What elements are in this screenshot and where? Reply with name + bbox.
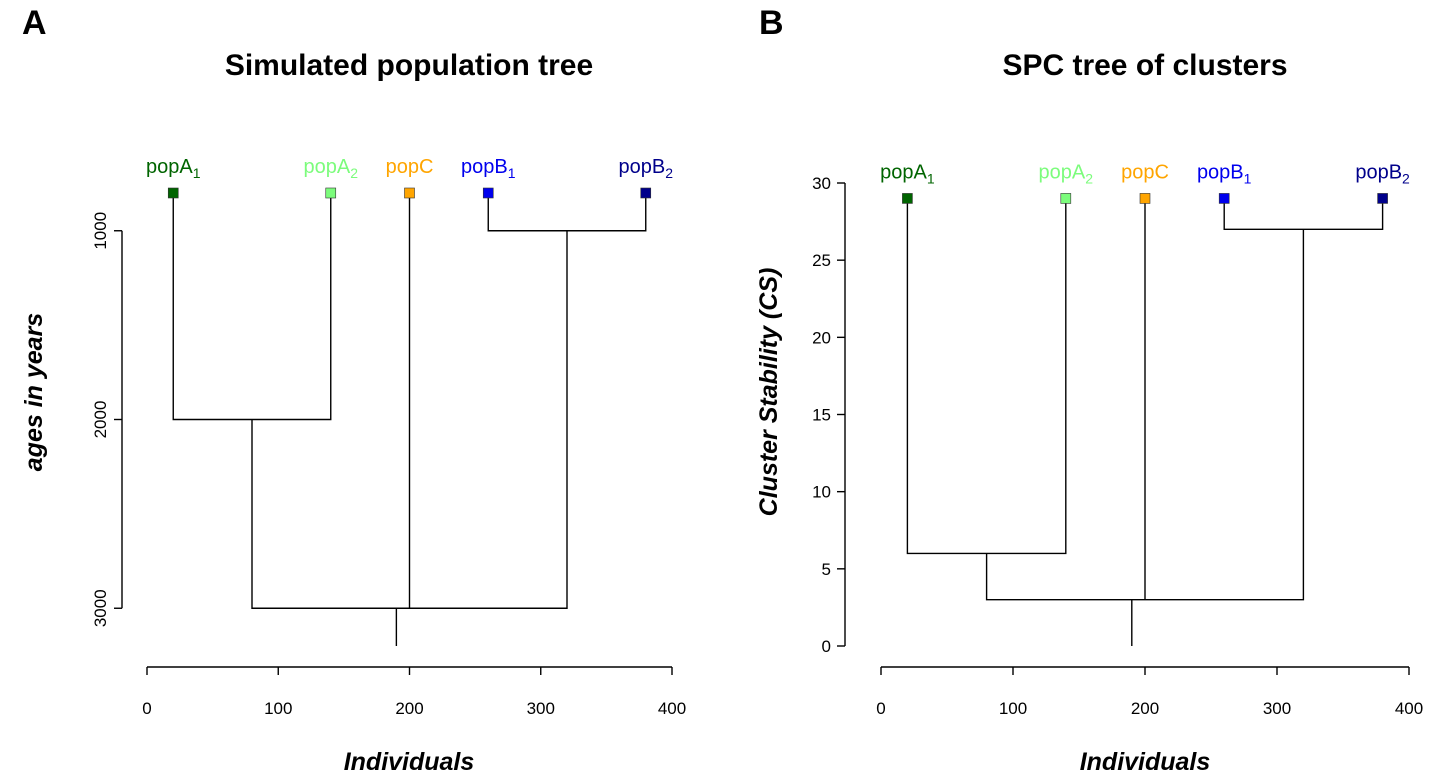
panel-a-leaf-marker — [404, 187, 415, 199]
panel-b-leaf-label: popA2 — [1039, 161, 1094, 186]
panel-a-leaf-label: popB1 — [461, 156, 516, 181]
panel-a-leaf-label: popA1 — [146, 156, 201, 181]
panel-a-merge-branch — [487, 193, 647, 232]
panel-a-merge-branch — [172, 193, 332, 421]
panel-b-leaf-marker — [1218, 193, 1230, 204]
panel-a-leaf-label: popB2 — [618, 156, 673, 181]
panel-b-title: SPC tree of clusters — [1002, 49, 1287, 82]
panel-a-x-tick-label: 200 — [395, 699, 423, 718]
panel-b-y-tick-label: 15 — [812, 406, 831, 425]
panel-b-x-tick-label: 100 — [999, 699, 1027, 718]
panel-a-leaf-label: popA2 — [303, 156, 358, 181]
panel-a-letter: A — [22, 4, 47, 42]
panel-b-x-axis-title: Individuals — [1080, 748, 1211, 776]
panel-b-letter: B — [759, 4, 784, 42]
panel-b-leaf-marker — [1377, 193, 1388, 204]
panel-b-y-tick-label: 10 — [812, 483, 831, 502]
panel-b-y-tick-label: 5 — [822, 560, 831, 579]
panel-a-leaf-marker — [325, 187, 337, 199]
panel-b-plot: 0 100 200 300 400 0 5 10 15 20 25 30 popA1 popA2 popC p… — [812, 161, 1423, 718]
panel-b-y-tick-label: 0 — [822, 637, 831, 656]
panel-b-leaf-label: popC — [1121, 161, 1169, 183]
panel-b-leaf-marker — [902, 193, 913, 204]
panel-a-leaf-marker — [640, 187, 652, 199]
panel-b-merge-branch — [1223, 198, 1384, 230]
panel-b-leaf-label: popB2 — [1355, 161, 1410, 186]
panel-b-merge-branch — [906, 198, 1067, 555]
panel-a-y-tick-label: 3000 — [91, 589, 110, 627]
panel-b-x-tick-label: 300 — [1263, 699, 1291, 718]
panel-b-leaf-label: popA1 — [880, 161, 935, 186]
panel-a-leaf-marker — [167, 187, 179, 199]
panel-a-x-tick-label: 0 — [142, 699, 151, 718]
panel-a-x-tick-label: 400 — [658, 699, 686, 718]
panel-b-y-tick-label: 20 — [812, 328, 831, 347]
panel-a-title: Simulated population tree — [225, 49, 593, 82]
panel-a-y-tick-label: 1000 — [91, 212, 110, 250]
panel-b-x-tick-label: 200 — [1131, 699, 1159, 718]
panel-a-leaf-label: popC — [386, 156, 434, 178]
panel-b-x-tick-label: 0 — [876, 699, 885, 718]
panel-b-leaf-label: popB1 — [1197, 161, 1252, 186]
panel-b-y-tick-label: 30 — [812, 174, 831, 193]
panel-a-x-tick-label: 100 — [264, 699, 292, 718]
panel-b-leaf-marker — [1139, 193, 1151, 204]
panel-b-leaf-marker — [1060, 193, 1072, 204]
panel-a-y-tick-label: 2000 — [91, 401, 110, 439]
panel-b-x-tick-label: 400 — [1395, 699, 1423, 718]
panel-a-leaf-marker — [482, 187, 494, 199]
panel-b-y-tick-label: 25 — [812, 251, 831, 270]
panel-a-plot: 0 100 200 300 400 1000 2000 3000 popA1 popA2 popC p… — [91, 156, 686, 718]
panel-a-y-axis-title: ages in years — [20, 313, 48, 472]
panel-a-x-tick-label: 300 — [527, 699, 555, 718]
panel-a-x-axis-title: Individuals — [344, 748, 475, 776]
panel-b-y-axis-title: Cluster Stability (CS) — [755, 268, 783, 517]
